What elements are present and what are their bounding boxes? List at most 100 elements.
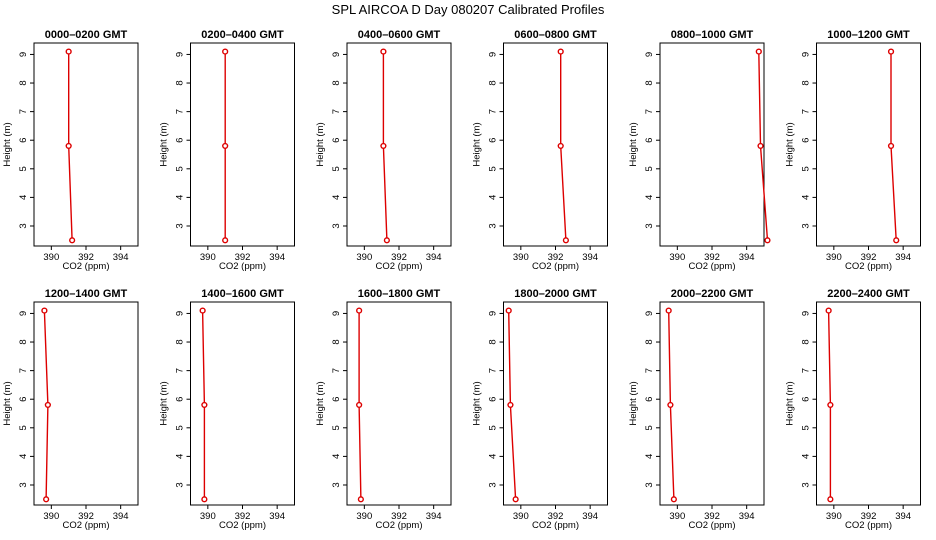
y-tick-label: 8	[175, 339, 186, 344]
y-tick-label: 8	[801, 80, 812, 85]
data-point	[667, 401, 674, 409]
x-axis-label: CO2 (ppm)	[63, 261, 110, 272]
y-tick-label: 3	[644, 223, 655, 228]
x-tick-label: 392	[704, 511, 720, 522]
y-tick-label: 6	[18, 138, 29, 143]
x-tick-label: 394	[582, 252, 598, 263]
profile-panel: 2000–2200 GMT 390 392 394 3 4 5 6 7 8 9 CO2 (ppm) He…	[628, 288, 765, 531]
panel-title: 0000–0200 GMT	[45, 29, 128, 41]
x-tick-label: 390	[200, 511, 216, 522]
y-tick-label: 3	[175, 223, 186, 228]
x-axis-label: CO2 (ppm)	[689, 261, 736, 272]
panel-title: 1400–1600 GMT	[201, 288, 284, 300]
y-tick-label: 6	[18, 397, 29, 402]
profile-panel: 0200–0400 GMT 390 392 394 3 4 5 6 7 8 9 CO2 (ppm) He…	[159, 29, 295, 272]
x-tick-label: 390	[513, 511, 529, 522]
plot-frame	[659, 301, 765, 506]
data-point	[562, 237, 570, 244]
panel-title: 2000–2200 GMT	[671, 288, 754, 300]
x-axis-label: CO2 (ppm)	[219, 520, 266, 531]
y-tick-label: 9	[175, 311, 186, 316]
panel-title: 1000–1200 GMT	[827, 29, 910, 41]
y-tick-label: 6	[488, 138, 499, 143]
y-tick-label: 7	[331, 368, 342, 373]
y-tick-label: 8	[331, 339, 342, 344]
data-point	[893, 237, 900, 244]
y-axis-label: Height (m)	[785, 381, 796, 425]
y-tick-label: 4	[331, 195, 342, 200]
data-point	[43, 496, 50, 503]
data-point	[512, 496, 519, 503]
y-tick-label: 6	[644, 397, 655, 402]
x-tick-label: 390	[513, 252, 529, 263]
x-tick-label: 394	[113, 252, 129, 263]
x-tick-label: 392	[78, 252, 94, 263]
y-tick-label: 6	[175, 138, 186, 143]
y-tick-label: 5	[175, 425, 186, 430]
profile-panel: 1200–1400 GMT 390 392 394 3 4 5 6 7 8 9 CO2 (ppm) He…	[2, 288, 139, 531]
y-tick-label: 7	[644, 368, 655, 373]
y-tick-label: 6	[331, 397, 342, 402]
y-tick-label: 9	[331, 52, 342, 57]
y-axis-label: Height (m)	[785, 122, 796, 166]
data-point	[65, 48, 72, 55]
x-tick-label: 394	[269, 252, 285, 263]
x-tick-label: 394	[895, 511, 911, 522]
data-point	[222, 142, 229, 150]
y-tick-label: 8	[801, 339, 812, 344]
data-point	[557, 142, 564, 150]
y-tick-label: 3	[488, 223, 499, 228]
x-axis-label: CO2 (ppm)	[376, 520, 423, 531]
y-tick-label: 3	[175, 482, 186, 487]
x-tick-label: 394	[582, 511, 598, 522]
data-point	[41, 307, 48, 314]
profile-panel: 0400–0600 GMT 390 392 394 3 4 5 6 7 8 9 CO2 (ppm) He…	[315, 29, 452, 272]
x-tick-label: 394	[269, 511, 285, 522]
data-point	[507, 401, 514, 409]
y-tick-label: 7	[644, 109, 655, 114]
data-point	[380, 142, 387, 150]
data-point	[764, 237, 771, 244]
y-tick-label: 3	[488, 482, 499, 487]
y-tick-label: 9	[488, 52, 499, 57]
y-tick-label: 5	[801, 425, 812, 430]
y-tick-label: 7	[488, 368, 499, 373]
data-point	[755, 48, 762, 55]
y-tick-label: 5	[18, 166, 29, 171]
data-point	[201, 496, 208, 503]
y-tick-label: 3	[18, 223, 29, 228]
x-tick-label: 392	[78, 511, 94, 522]
y-tick-label: 4	[18, 454, 29, 459]
x-tick-label: 390	[669, 511, 685, 522]
profile-panel: 1800–2000 GMT 390 392 394 3 4 5 6 7 8 9 CO2 (ppm) He…	[472, 288, 608, 531]
data-point	[827, 401, 834, 409]
y-tick-label: 8	[644, 339, 655, 344]
x-tick-label: 392	[861, 252, 877, 263]
y-axis-label: Height (m)	[159, 381, 170, 425]
y-axis-label: Height (m)	[2, 381, 13, 425]
y-tick-label: 4	[331, 454, 342, 459]
y-tick-label: 7	[18, 109, 29, 114]
panel-title: 1800–2000 GMT	[514, 288, 597, 300]
y-tick-label: 5	[331, 166, 342, 171]
panel-title: 2200–2400 GMT	[827, 288, 910, 300]
y-tick-label: 6	[801, 397, 812, 402]
x-axis-label: CO2 (ppm)	[532, 261, 579, 272]
y-tick-label: 9	[644, 52, 655, 57]
plot-frame	[503, 301, 608, 506]
y-axis-label: Height (m)	[2, 122, 13, 166]
y-tick-label: 4	[644, 454, 655, 459]
y-axis-label: Height (m)	[315, 381, 326, 425]
x-axis-label: CO2 (ppm)	[63, 520, 110, 531]
data-point	[357, 496, 364, 503]
x-tick-label: 390	[356, 511, 372, 522]
y-tick-label: 6	[331, 138, 342, 143]
y-tick-label: 3	[644, 482, 655, 487]
x-tick-label: 390	[669, 252, 685, 263]
plot-frame	[816, 42, 921, 247]
x-tick-label: 390	[200, 252, 216, 263]
y-tick-label: 9	[801, 311, 812, 316]
y-axis-label: Height (m)	[472, 381, 483, 425]
x-tick-label: 394	[426, 252, 442, 263]
